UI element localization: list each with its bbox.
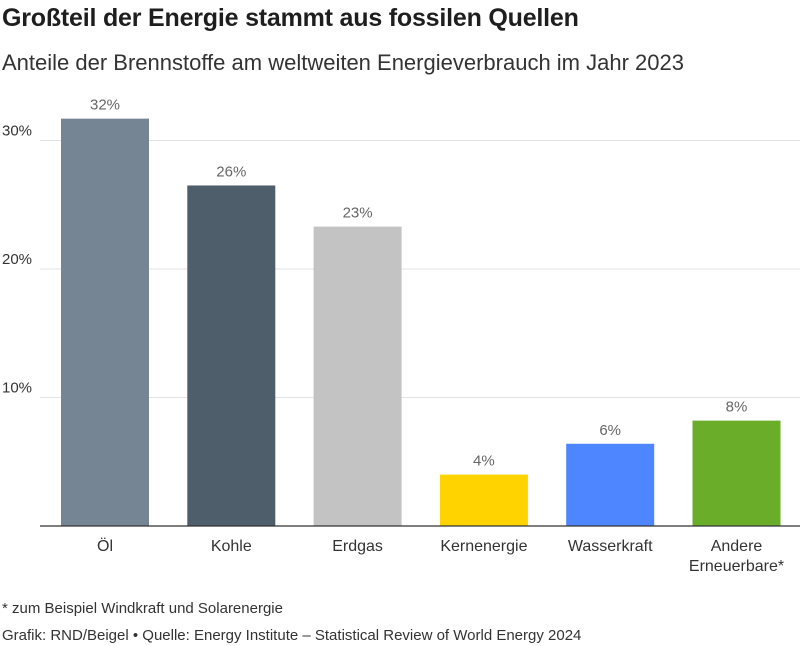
bar-chart: 10% 20% 30% 32% Öl 26% Kohle 23% Erdgas 4% Kernene… xyxy=(2,97,800,575)
y-tick-label: 20% xyxy=(2,251,32,268)
chart-title: Großteil der Energie stammt aus fossilen… xyxy=(2,4,579,32)
x-tick-label: Öl xyxy=(97,537,113,555)
bar xyxy=(692,420,781,526)
footnote: * zum Beispiel Windkraft und Solarenergi… xyxy=(2,600,283,617)
x-tick-label: Erdgas xyxy=(332,538,383,555)
data-label: 8% xyxy=(726,399,748,416)
x-tick-label: Kernenergie xyxy=(440,538,527,555)
source-note: Grafik: RND/Beigel • Quelle: Energy Inst… xyxy=(2,627,582,644)
data-label: 32% xyxy=(90,97,120,114)
data-label: 6% xyxy=(599,422,621,439)
y-tick-label: 10% xyxy=(2,380,32,397)
data-label: 4% xyxy=(473,453,495,470)
x-tick-label: Andere Erneuerbare* xyxy=(689,538,784,575)
bar xyxy=(439,474,528,526)
chart-subtitle: Anteile der Brennstoffe am weltweiten En… xyxy=(2,50,684,75)
bar xyxy=(61,118,149,526)
y-tick-label: 30% xyxy=(2,123,32,140)
data-label: 23% xyxy=(343,205,373,222)
bar xyxy=(566,443,655,526)
data-label: 26% xyxy=(216,163,246,180)
bar xyxy=(187,185,276,526)
x-tick-label: Kohle xyxy=(211,538,252,555)
x-tick-label: Wasserkraft xyxy=(568,538,653,555)
bar xyxy=(313,226,402,526)
